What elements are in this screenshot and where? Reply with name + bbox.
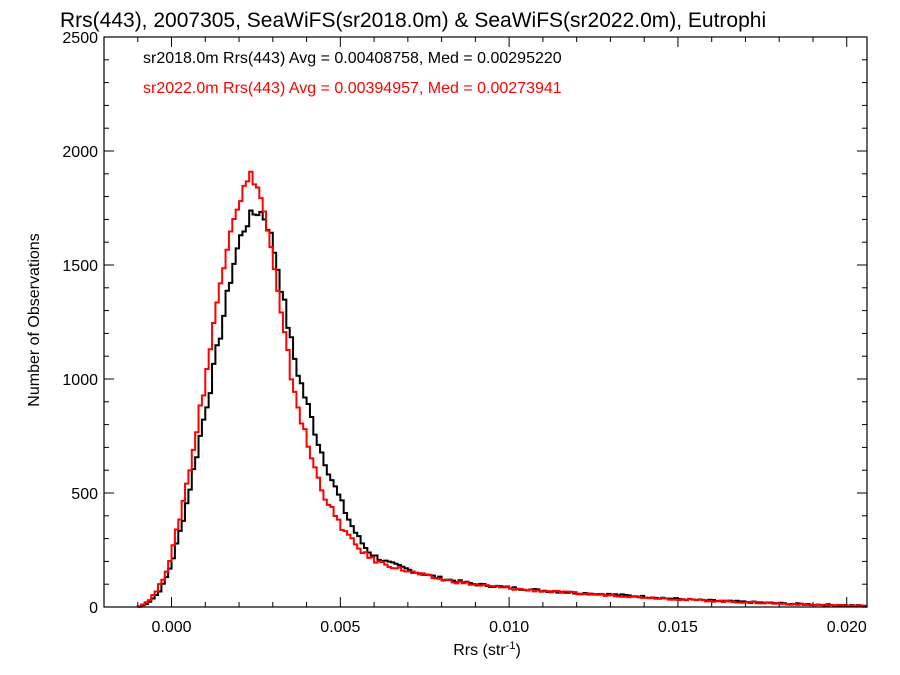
series-lines: [136, 170, 867, 608]
x-tick-label: 0.020: [827, 619, 867, 636]
y-tick-label: 1500: [62, 258, 98, 275]
y-tick-label: 1000: [62, 372, 98, 389]
y-axis-label: Number of Observations: [26, 233, 43, 406]
y-tick-label: 2000: [62, 144, 98, 161]
x-axis-label-superscript: -1: [506, 640, 516, 652]
legend-entry-sr2022: sr2022.0m Rrs(443) Avg = 0.00394957, Med…: [143, 80, 562, 97]
y-tick-label: 0: [89, 600, 98, 617]
axis-ticks: [103, 36, 867, 608]
x-axis-label-base: Rrs (str: [453, 642, 506, 659]
y-tick-labels: 0 500 1000 1500 2000 2500: [62, 30, 98, 617]
x-axis-label: Rrs (str-1): [453, 640, 521, 659]
x-tick-label: 0.005: [320, 619, 360, 636]
x-axis-label-close: ): [515, 642, 520, 659]
x-tick-label: 0.010: [489, 619, 529, 636]
y-tick-label: 2500: [62, 30, 98, 47]
series-line-sr2018-0m: [136, 209, 867, 608]
x-tick-label: 0.015: [658, 619, 698, 636]
plot-frame: [103, 36, 868, 608]
x-tick-labels: 0.000 0.005 0.010 0.015 0.020: [151, 619, 866, 636]
chart-title: Rrs(443), 2007305, SeaWiFS(sr2018.0m) & …: [60, 9, 766, 32]
series-line-sr2022-0m: [136, 170, 867, 608]
y-tick-label: 500: [71, 486, 98, 503]
x-tick-label: 0.000: [151, 619, 191, 636]
legend-entry-sr2018: sr2018.0m Rrs(443) Avg = 0.00408758, Med…: [143, 50, 562, 67]
